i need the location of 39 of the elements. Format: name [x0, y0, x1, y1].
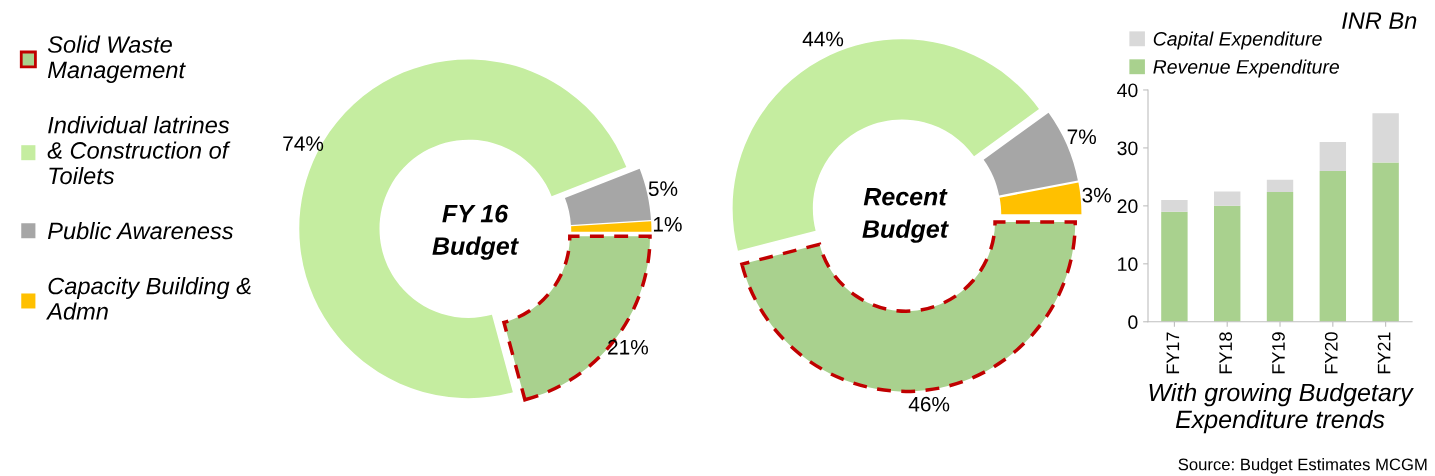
- bar: [1319, 171, 1347, 322]
- data-label: 74%: [283, 136, 324, 151]
- source-note: Source: Budget Estimates MCGM: [1178, 458, 1427, 474]
- legend-label: Solid Waste Management: [47, 35, 186, 83]
- x-tick-label: FY17: [1166, 332, 1180, 374]
- y-tick-label: 30: [1117, 141, 1138, 156]
- data-label: 7%: [1067, 129, 1096, 145]
- legend-label: Capacity Building & Admn: [46, 277, 251, 320]
- data-label: 21%: [608, 339, 648, 355]
- y-axis-title: INR Bn: [1342, 12, 1417, 29]
- bar: [1266, 179, 1294, 192]
- data-label: 44%: [802, 31, 844, 47]
- bar: [1266, 191, 1294, 322]
- text: Recent Budget: [862, 188, 949, 243]
- legend-label: Public Awareness: [47, 221, 234, 240]
- x-tick-label: FY19: [1272, 332, 1285, 374]
- bar: [1161, 200, 1188, 212]
- text: FY 16 Budget: [432, 204, 519, 260]
- legend-label: Capital Expenditure: [1153, 31, 1322, 50]
- bar: [1214, 191, 1241, 206]
- y-tick-label: 40: [1117, 83, 1138, 98]
- x-tick-label: FY21: [1377, 332, 1391, 374]
- x-tick-label: FY18: [1219, 332, 1233, 374]
- bar: [1161, 211, 1188, 322]
- y-tick-label: 0: [1128, 315, 1138, 330]
- bar: [1372, 162, 1399, 322]
- data-label: 3%: [1082, 187, 1111, 203]
- bar: [1214, 205, 1241, 322]
- bar: [1319, 142, 1347, 172]
- legend-label: Revenue Expenditure: [1153, 59, 1339, 78]
- legend-label: Individual latrines & Construction of Toilets: [47, 116, 231, 185]
- y-tick-label: 20: [1117, 199, 1138, 214]
- data-label: 5%: [648, 181, 678, 196]
- y-tick-label: 10: [1118, 257, 1138, 272]
- x-axis-title: With growing Budgetary Expenditure trends: [1149, 382, 1414, 434]
- data-label: 46%: [908, 396, 950, 412]
- x-tick-label: FY20: [1324, 332, 1338, 374]
- bar: [1372, 113, 1399, 163]
- data-label: 1%: [653, 216, 682, 232]
